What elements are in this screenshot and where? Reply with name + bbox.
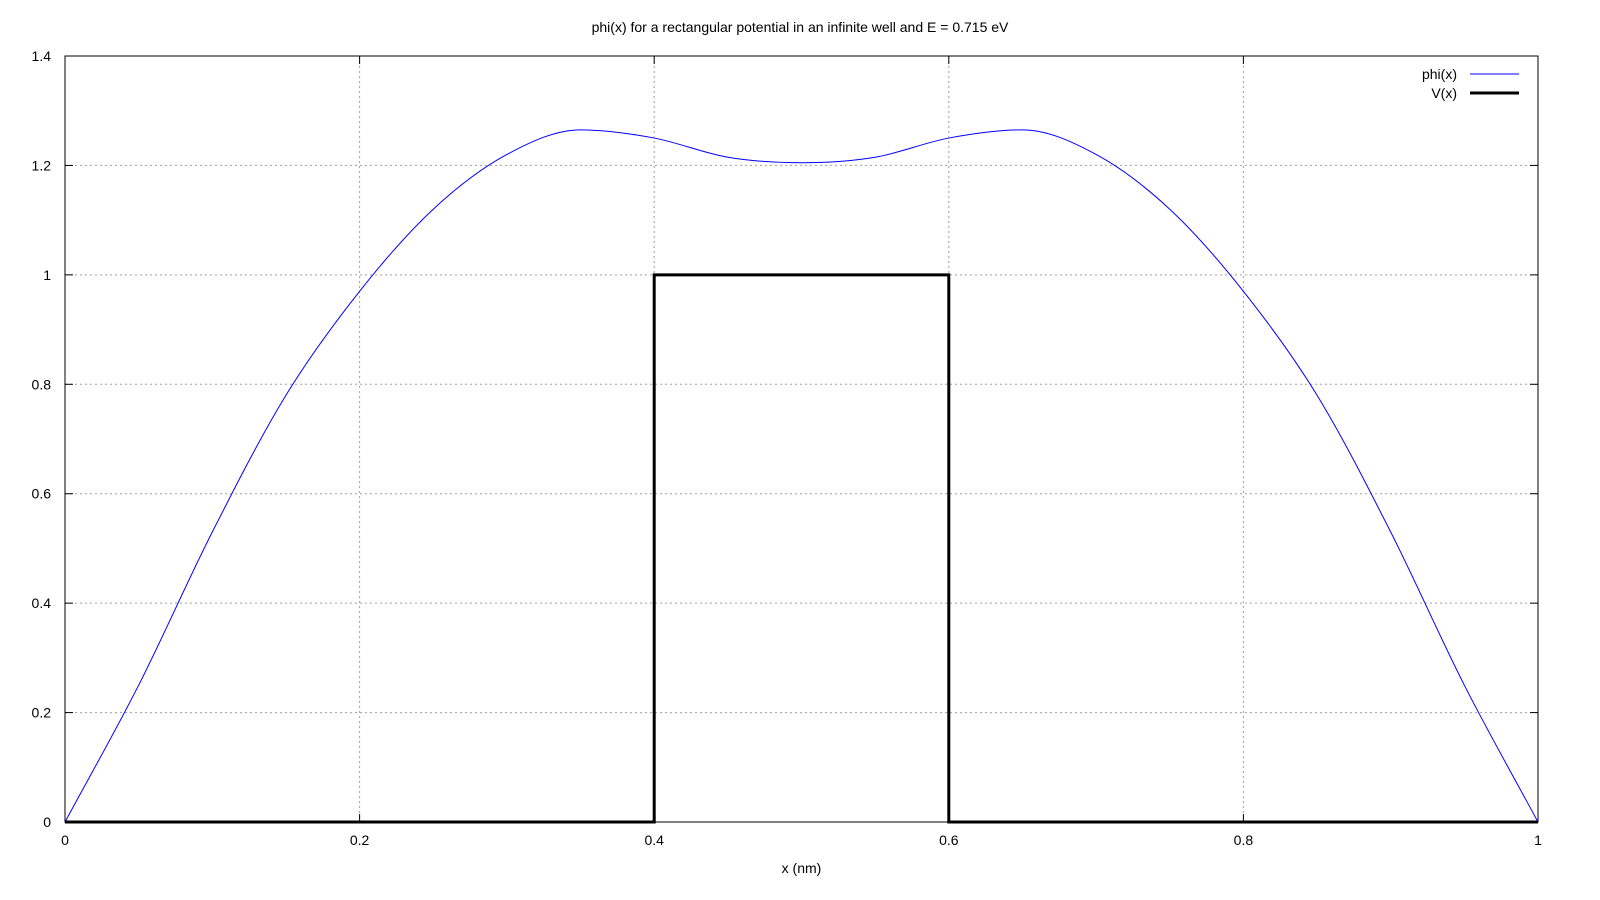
axis-labels: x (nm)	[782, 860, 822, 876]
plot-frame	[64, 55, 1539, 823]
ticks: 0 0.2 0.4 0.6 0.8 1 0 0.2 0.4 0.6 0.8 1 1.2 1.4	[32, 48, 1543, 848]
series-line-phi-x	[64, 129, 1539, 823]
legend-label-v-x: V(x)	[1431, 85, 1457, 101]
y-tick-label: 0.2	[32, 705, 52, 721]
x-tick-label: 0	[61, 832, 69, 848]
x-tick-label: 1	[1534, 832, 1542, 848]
series-line-v-x	[65, 273, 1538, 824]
grid	[65, 56, 1538, 822]
chart-title: phi(x) for a rectangular potential in an…	[592, 19, 1009, 35]
y-tick-label: 0.6	[32, 486, 52, 502]
legend-label-phi-x: phi(x)	[1422, 66, 1457, 82]
x-tick-label: 0.6	[939, 832, 959, 848]
x-axis-label: x (nm)	[782, 860, 822, 876]
y-tick-label: 1.4	[32, 48, 52, 64]
y-tick-label: 0.4	[32, 595, 52, 611]
y-tick-label: 0	[43, 814, 51, 830]
legend: phi(x) V(x)	[1422, 66, 1519, 101]
y-tick-label: 1	[43, 267, 51, 283]
y-tick-label: 0.8	[32, 376, 52, 392]
y-tick-label: 1.2	[32, 157, 52, 173]
x-tick-label: 0.2	[350, 832, 370, 848]
series-layer	[64, 129, 1539, 824]
x-tick-label: 0.8	[1234, 832, 1254, 848]
x-tick-label: 0.4	[644, 832, 664, 848]
